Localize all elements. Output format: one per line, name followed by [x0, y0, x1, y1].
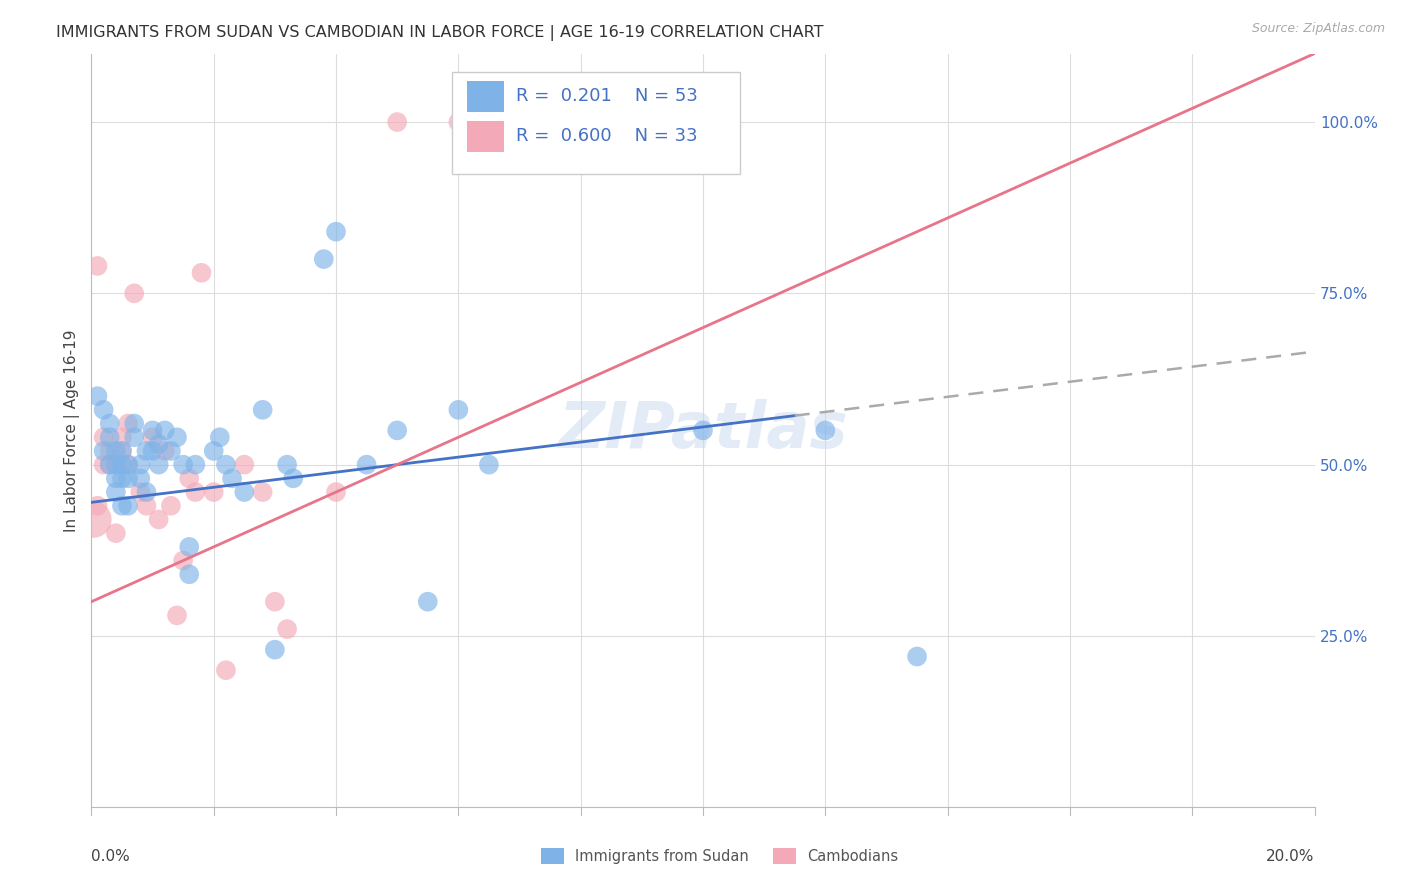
Point [98, 430, 121, 444]
Point [166, 608, 188, 623]
Point [814, 424, 837, 438]
Text: R =  0.600    N = 33: R = 0.600 N = 33 [516, 128, 697, 145]
Point [148, 437, 170, 451]
Point [179, 567, 201, 582]
Point [692, 424, 714, 438]
Point [135, 444, 157, 458]
Point [111, 471, 134, 485]
Point [98, 458, 121, 472]
Point [111, 444, 134, 458]
Point [135, 485, 157, 500]
Point [86, 389, 108, 403]
Point [172, 553, 194, 567]
Point [93, 402, 115, 417]
Point [93, 430, 115, 444]
Point [148, 458, 170, 472]
Point [221, 471, 243, 485]
Point [172, 458, 194, 472]
Point [111, 458, 134, 472]
Point [208, 430, 231, 444]
Point [153, 444, 176, 458]
Point [117, 417, 139, 431]
Point [122, 417, 145, 431]
Point [202, 444, 225, 458]
Point [111, 444, 134, 458]
Point [190, 266, 212, 280]
Point [283, 471, 305, 485]
Point [93, 444, 115, 458]
Text: Cambodians: Cambodians [807, 849, 898, 863]
Point [104, 485, 127, 500]
Point [141, 424, 163, 438]
Point [264, 642, 287, 657]
Point [478, 458, 501, 472]
Point [141, 430, 163, 444]
Text: Immigrants from Sudan: Immigrants from Sudan [575, 849, 749, 863]
Point [385, 115, 409, 129]
Point [117, 471, 139, 485]
Point [416, 595, 439, 609]
Point [129, 471, 152, 485]
Text: R =  0.201    N = 53: R = 0.201 N = 53 [516, 87, 697, 105]
Point [141, 444, 163, 458]
Point [184, 458, 207, 472]
Point [160, 499, 183, 513]
Point [104, 444, 127, 458]
Point [98, 444, 121, 458]
Point [98, 458, 121, 472]
Point [356, 458, 378, 472]
Point [202, 485, 225, 500]
Point [135, 499, 157, 513]
Point [129, 458, 152, 472]
Point [447, 115, 470, 129]
Point [98, 417, 121, 431]
Point [122, 430, 145, 444]
Point [104, 471, 127, 485]
Point [179, 540, 201, 554]
Point [447, 402, 470, 417]
Point [111, 430, 134, 444]
Point [252, 402, 274, 417]
Point [93, 458, 115, 472]
Point [117, 458, 139, 472]
Point [179, 471, 201, 485]
FancyBboxPatch shape [453, 72, 740, 174]
Point [215, 663, 238, 677]
Bar [467, 121, 503, 152]
Point [104, 526, 127, 541]
Text: 20.0%: 20.0% [1267, 848, 1315, 863]
Y-axis label: In Labor Force | Age 16-19: In Labor Force | Age 16-19 [65, 329, 80, 532]
Point [252, 485, 274, 500]
Point [905, 649, 928, 664]
Point [117, 458, 139, 472]
Point [264, 595, 287, 609]
Point [148, 512, 170, 526]
Text: Source: ZipAtlas.com: Source: ZipAtlas.com [1251, 22, 1385, 36]
Text: ZIPatlas: ZIPatlas [558, 400, 848, 461]
Point [86, 499, 108, 513]
Point [104, 458, 127, 472]
Point [325, 225, 347, 239]
Point [86, 259, 108, 273]
Point [184, 485, 207, 500]
Point [312, 252, 335, 266]
Point [215, 458, 238, 472]
Point [129, 485, 152, 500]
Point [325, 485, 347, 500]
Point [276, 458, 298, 472]
Text: 0.0%: 0.0% [91, 848, 131, 863]
Point [233, 485, 256, 500]
Point [117, 499, 139, 513]
Text: IMMIGRANTS FROM SUDAN VS CAMBODIAN IN LABOR FORCE | AGE 16-19 CORRELATION CHART: IMMIGRANTS FROM SUDAN VS CAMBODIAN IN LA… [56, 25, 824, 41]
Point [111, 499, 134, 513]
Point [153, 424, 176, 438]
Point [122, 286, 145, 301]
Point [233, 458, 256, 472]
Point [166, 430, 188, 444]
Bar [467, 81, 503, 112]
Point [82, 512, 104, 526]
Point [276, 622, 298, 636]
Point [385, 424, 409, 438]
Point [160, 444, 183, 458]
